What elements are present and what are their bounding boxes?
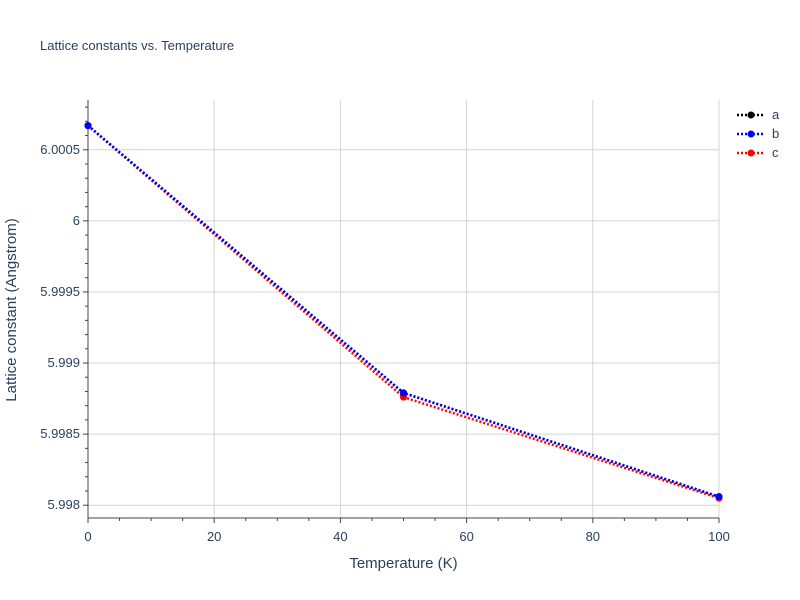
x-tick-label: 0 bbox=[84, 529, 91, 544]
x-tick-label: 100 bbox=[708, 529, 730, 544]
legend-marker-a bbox=[747, 111, 755, 119]
data-point-b bbox=[400, 389, 407, 397]
y-tick-label: 6 bbox=[73, 213, 80, 228]
data-point-b bbox=[84, 122, 92, 130]
legend[interactable]: abc bbox=[737, 107, 780, 160]
y-tick-label: 5.998 bbox=[47, 497, 80, 512]
legend-label-c: c bbox=[772, 145, 779, 160]
x-tick-label: 40 bbox=[333, 529, 347, 544]
series-line-a bbox=[87, 124, 720, 498]
legend-item-a[interactable]: a bbox=[737, 107, 780, 122]
legend-label-b: b bbox=[772, 126, 779, 141]
legend-item-c[interactable]: c bbox=[737, 145, 779, 160]
y-tick-label: 6.0005 bbox=[40, 142, 80, 157]
x-axis-title: Temperature (K) bbox=[349, 555, 457, 572]
axes: 0 20 40 60 80 100 5.998 5.9985 5.999 5.9995 6 6.000… bbox=[40, 100, 730, 544]
legend-marker-b bbox=[747, 130, 755, 138]
chart-title: Lattice constants vs. Temperature bbox=[40, 38, 234, 53]
data-point-b bbox=[715, 493, 723, 501]
series-line-b bbox=[87, 124, 720, 498]
y-tick-label: 5.9985 bbox=[40, 426, 80, 441]
legend-item-b[interactable]: b bbox=[737, 126, 779, 141]
y-tick-label: 5.9995 bbox=[40, 284, 80, 299]
x-tick-label: 80 bbox=[586, 529, 600, 544]
x-tick-label: 60 bbox=[459, 529, 473, 544]
legend-label-a: a bbox=[772, 107, 780, 122]
x-tick-label: 20 bbox=[207, 529, 221, 544]
y-tick-label: 5.999 bbox=[47, 355, 80, 370]
grid bbox=[88, 100, 720, 518]
series-layer bbox=[84, 122, 723, 502]
legend-marker-c bbox=[747, 149, 755, 157]
series-line-c bbox=[87, 124, 720, 500]
y-axis-title: Lattice constant (Angstrom) bbox=[3, 218, 20, 401]
